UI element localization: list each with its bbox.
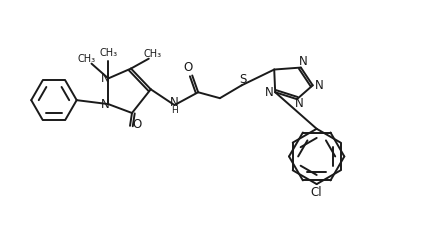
Text: N: N	[298, 55, 307, 68]
Text: Cl: Cl	[311, 185, 322, 198]
Text: N: N	[170, 96, 179, 109]
Text: S: S	[239, 73, 246, 86]
Text: CH₃: CH₃	[99, 48, 117, 58]
Text: N: N	[295, 97, 303, 110]
Text: O: O	[184, 61, 193, 74]
Text: N: N	[101, 72, 110, 85]
Text: CH₃: CH₃	[143, 49, 162, 59]
Text: H: H	[171, 106, 178, 115]
Text: N: N	[265, 86, 273, 99]
Text: O: O	[133, 118, 141, 131]
Text: N: N	[315, 79, 324, 92]
Text: N: N	[101, 98, 110, 111]
Text: CH₃: CH₃	[78, 54, 96, 64]
